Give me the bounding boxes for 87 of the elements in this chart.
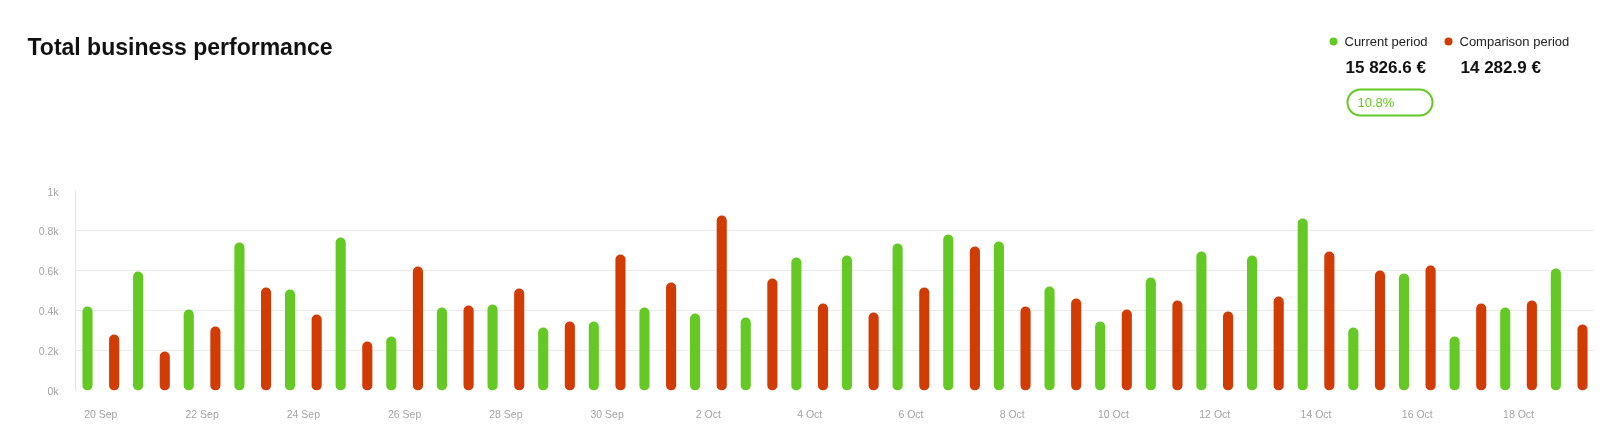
bar [1223, 311, 1234, 391]
chart-title: Total business performance [27, 33, 333, 60]
bar [1044, 286, 1055, 391]
x-tick-label: 18 Oct [1503, 407, 1535, 420]
bar [639, 307, 650, 391]
x-tick-label: 30 Sep [590, 407, 624, 420]
bar [1247, 255, 1258, 391]
bar [335, 237, 346, 391]
x-tick-label: 20 Sep [84, 407, 118, 420]
y-tick-label: 1k [47, 185, 60, 198]
bar [1550, 268, 1561, 391]
bar [943, 234, 954, 391]
bar [183, 309, 194, 391]
bar [690, 313, 701, 391]
bar [109, 334, 120, 391]
bar [1374, 270, 1386, 391]
y-tick-label: 0.6k [38, 264, 60, 277]
text: 15 826.6 € [1345, 58, 1427, 77]
bar [1476, 303, 1487, 391]
bar [311, 314, 322, 391]
bar [564, 321, 575, 391]
y-tick-label: 0k [47, 384, 60, 397]
y-tick-label: 0.2k [38, 344, 60, 357]
bar [817, 303, 829, 391]
x-tick-label: 6 Oct [898, 407, 924, 420]
bar [1172, 300, 1183, 391]
bar [1425, 265, 1436, 391]
bar [1121, 309, 1132, 391]
bar [1273, 296, 1284, 391]
bar [588, 321, 599, 391]
bar [716, 215, 727, 391]
y-tick-label: 0.8k [38, 224, 60, 237]
legend-label: Current period [1344, 34, 1428, 49]
x-tick-label: 12 Oct [1199, 407, 1231, 420]
bar [767, 278, 778, 391]
x-tick-label: 16 Oct [1401, 407, 1433, 420]
bar [1145, 277, 1156, 391]
bar [1324, 251, 1335, 391]
text: 14 282.9 € [1460, 58, 1542, 77]
bar [1095, 321, 1106, 391]
bar [969, 246, 980, 391]
bar [791, 257, 802, 391]
bar [159, 351, 170, 391]
bar [1020, 306, 1031, 391]
bar [1398, 273, 1410, 391]
bar [514, 288, 525, 391]
x-tick-label: 14 Oct [1300, 407, 1332, 420]
bar [487, 304, 498, 391]
bar [615, 254, 626, 391]
bar [82, 306, 93, 391]
x-tick-label: 22 Sep [185, 407, 219, 420]
bar [1577, 324, 1588, 391]
bar [666, 282, 677, 391]
bar [436, 307, 447, 391]
bar [1449, 336, 1460, 391]
x-tick-label: 4 Oct [797, 407, 823, 420]
bar [841, 255, 853, 391]
bar [463, 305, 474, 391]
bar [1348, 327, 1359, 391]
x-tick-label: 10 Oct [1098, 407, 1130, 420]
x-tick-label: 2 Oct [695, 407, 722, 420]
bar [133, 271, 144, 391]
bar [260, 287, 272, 391]
bar [868, 312, 879, 391]
bar [892, 243, 903, 391]
bar [412, 266, 423, 391]
x-tick-label: 28 Sep [489, 407, 523, 420]
bar [538, 327, 549, 391]
bar [1071, 298, 1082, 391]
x-tick-label: 24 Sep [286, 407, 321, 420]
text: 10.8% [1357, 95, 1395, 110]
bar [919, 287, 930, 391]
x-tick-label: 8 Oct [999, 407, 1025, 420]
bar [386, 336, 397, 391]
bar [740, 317, 751, 391]
bar [234, 242, 245, 391]
bar [1526, 300, 1537, 391]
bar [1196, 251, 1207, 391]
bar [993, 241, 1004, 391]
bar [1500, 307, 1511, 391]
bar [284, 289, 296, 391]
legend-label: Comparison period [1459, 34, 1570, 49]
bar [362, 341, 373, 391]
x-tick-label: 26 Sep [387, 407, 422, 420]
y-tick-label: 0.4k [38, 304, 60, 317]
bar [1297, 218, 1308, 391]
bar [210, 326, 221, 391]
